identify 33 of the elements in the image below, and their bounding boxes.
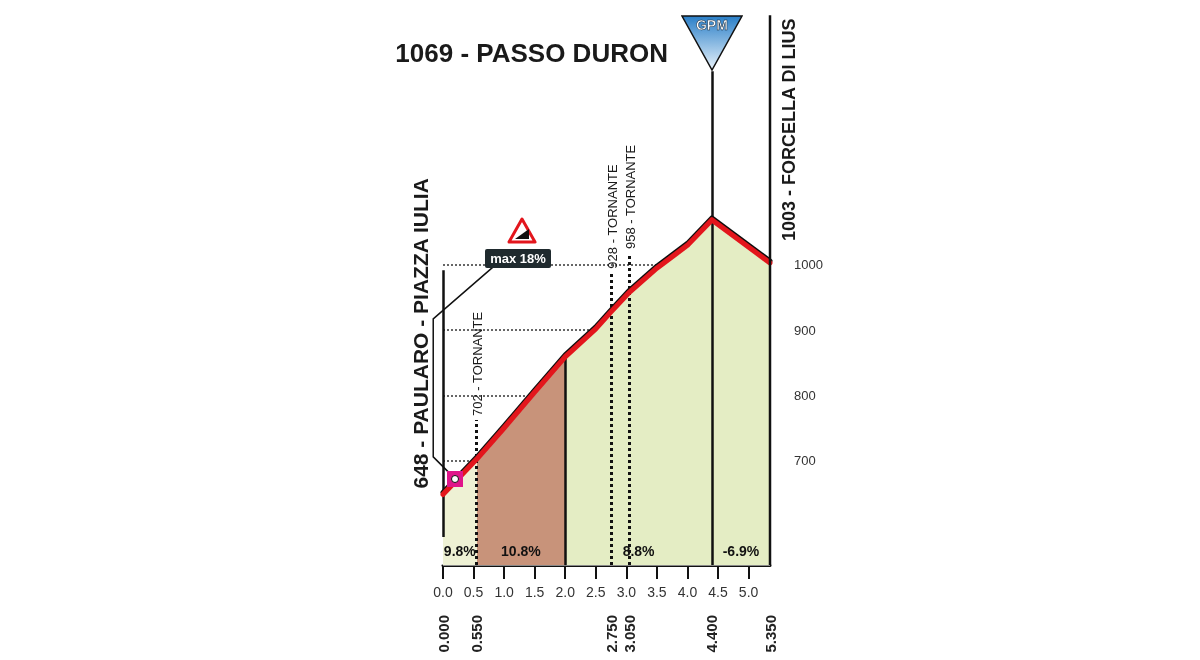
x-tick-label: 2.0 (555, 584, 576, 600)
band-label: 9.8% (443, 542, 477, 559)
band-label: 10.8% (501, 542, 542, 559)
x-tick-label: 0.0 (433, 584, 453, 600)
ref-line-label: 702 - TORNANTE (470, 311, 486, 417)
x-tick-label: 3.5 (647, 584, 667, 600)
x2-tick-label: 4.400 (703, 615, 721, 653)
x2-tick-label: 2.750 (602, 615, 620, 653)
x-tick-label: 4.5 (708, 584, 728, 600)
ref-line-label: 1069 - PASSO DURON (395, 38, 668, 69)
annotation: GPM (694, 17, 729, 34)
x-tick-label: 1.0 (494, 584, 515, 600)
x-tick-label: 5.0 (738, 584, 759, 600)
x-tick-label: 2.5 (586, 584, 606, 600)
ref-line-label: 928 - TORNANTE (604, 164, 620, 269)
x-tick-label: 3.0 (616, 584, 637, 600)
annotation: 1003 - FORCELLA DI LIUS (779, 18, 799, 241)
x-tick-label: 0.5 (463, 584, 484, 600)
x2-tick-label: 5.350 (761, 615, 779, 653)
ref-line-label: 958 - TORNANTE (622, 144, 638, 250)
y-tick-label: 800 (794, 387, 816, 403)
annotation: max 18% (485, 248, 551, 268)
y-tick-label: 900 (794, 322, 816, 338)
band-label: 8.8% (622, 542, 656, 559)
y-tick-label: 700 (794, 453, 816, 469)
band-label: -6.9% (722, 542, 760, 559)
x2-tick-label: 3.050 (620, 615, 638, 653)
ref-line-label: 648 - PAULARO - PIAZZA IULIA (409, 178, 432, 489)
y-tick-label: 1000 (794, 257, 823, 273)
x2-tick-label: 0.550 (468, 615, 486, 653)
x-tick-label: 1.5 (524, 584, 545, 600)
x2-tick-label: 0.000 (434, 615, 452, 653)
x-tick-label: 4.0 (677, 584, 698, 600)
